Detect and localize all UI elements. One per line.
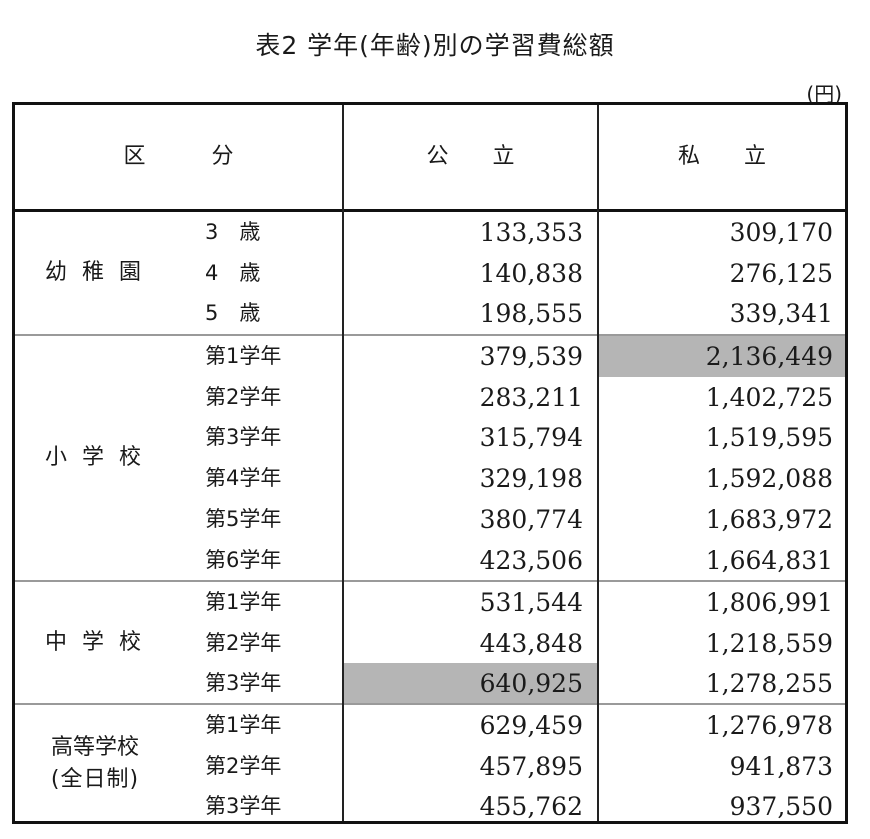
header-category: 区 分 [123, 144, 234, 169]
public-value: 198,555 [479, 299, 583, 329]
group-junior-high: 中 学 校 第1学年 531,544 1,806,991 第2学年 443,848 1,… [15, 580, 845, 705]
public-value: 379,539 [479, 342, 583, 371]
row-label: 4 歳 [205, 260, 261, 285]
row-label: 第2学年 [205, 753, 282, 778]
row-label: 第1学年 [205, 713, 282, 737]
group-high-school: 高等学校 (全日制) 第1学年 629,459 1,276,978 第2学年 457,… [15, 703, 845, 821]
private-value: 1,218,559 [705, 628, 833, 658]
row-label: 第1学年 [205, 590, 282, 614]
group-kindergarten: 幼 稚 園 3 歳 133,353 309,170 4 歳 140,838 276,12… [15, 212, 845, 334]
row-label: 第2学年 [205, 630, 282, 655]
group-name: 小 学 校 [45, 445, 145, 470]
group-elementary: 小 学 校 第1学年 379,539 2,136,449 第2学年 283,211 1,… [15, 334, 845, 580]
row-label: 第3学年 [205, 425, 282, 450]
private-value: 1,519,595 [705, 423, 833, 453]
row-label: 第4学年 [205, 466, 282, 491]
header-private: 私 立 [677, 144, 766, 169]
public-value: 283,211 [479, 382, 583, 412]
row-label: 第5学年 [205, 506, 282, 531]
private-value: 1,664,831 [705, 545, 833, 575]
private-value: 339,341 [729, 299, 833, 329]
public-value: 457,895 [479, 751, 583, 781]
column-divider [597, 105, 599, 821]
private-value: 1,683,972 [705, 504, 833, 534]
public-value: 531,544 [479, 588, 583, 617]
public-value-highlighted: 640,925 [344, 663, 597, 705]
public-value: 423,506 [479, 545, 583, 575]
row-label: 3 歳 [205, 220, 261, 244]
row-label: 5 歳 [205, 301, 261, 326]
private-value: 309,170 [729, 218, 833, 247]
private-value: 937,550 [729, 792, 833, 822]
public-value: 455,762 [479, 792, 583, 822]
header-public: 公 立 [426, 144, 515, 169]
private-value: 1,276,978 [705, 711, 833, 740]
column-divider [342, 105, 344, 821]
table-header: 区 分 公 立 私 立 [15, 105, 845, 212]
public-value: 443,848 [479, 628, 583, 658]
public-value: 140,838 [479, 258, 583, 288]
group-name: 幼 稚 園 [45, 260, 145, 285]
public-value: 133,353 [479, 218, 583, 247]
private-value: 1,278,255 [705, 669, 833, 699]
private-value: 941,873 [729, 751, 833, 781]
private-value: 1,402,725 [705, 382, 833, 412]
group-name: 中 学 校 [45, 630, 145, 655]
tuition-table: 区 分 公 立 私 立 幼 稚 園 3 歳 133,353 309,170 4 歳 1… [12, 102, 848, 824]
public-value: 315,794 [479, 423, 583, 453]
public-value: 629,459 [479, 711, 583, 740]
private-value: 1,592,088 [705, 464, 833, 494]
row-label: 第1学年 [205, 344, 282, 368]
row-label: 第3学年 [205, 671, 282, 696]
group-name-sub: (全日制) [50, 767, 140, 792]
row-label: 第3学年 [205, 794, 282, 819]
public-value: 380,774 [479, 504, 583, 534]
table-title: 表2 学年(年齢)別の学習費総額 [255, 31, 615, 60]
private-value: 276,125 [729, 258, 833, 288]
group-name: 高等学校 [50, 735, 139, 760]
row-label: 第2学年 [205, 384, 282, 409]
row-label: 第6学年 [205, 547, 282, 572]
private-value: 1,806,991 [705, 588, 833, 617]
public-value: 329,198 [479, 464, 583, 494]
private-value-highlighted: 2,136,449 [599, 336, 845, 377]
